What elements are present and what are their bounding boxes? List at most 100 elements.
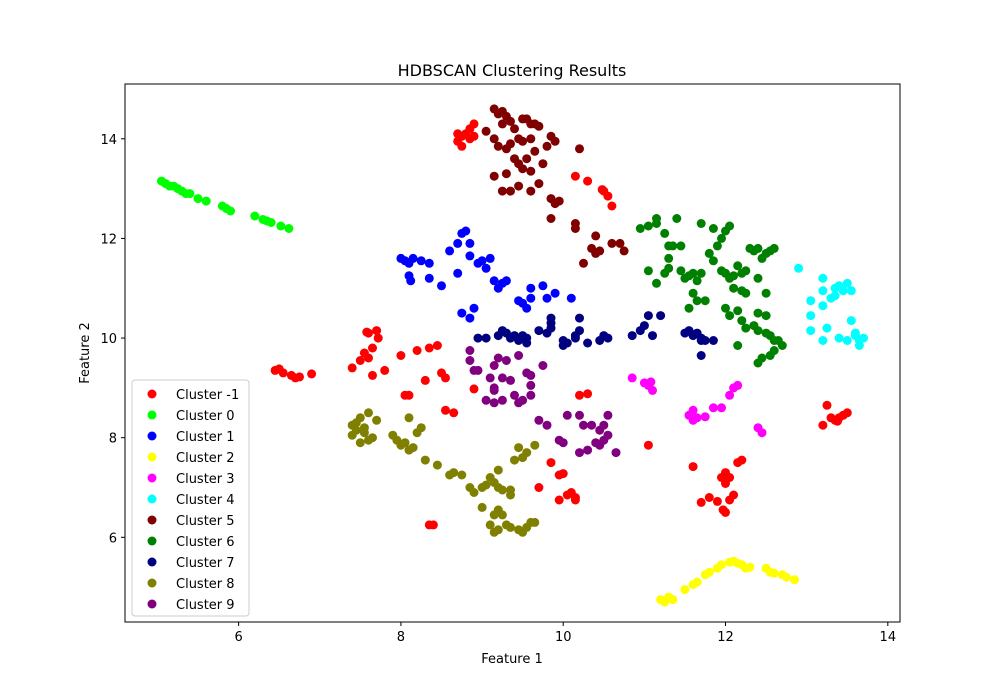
data-point [850, 328, 860, 338]
data-point [729, 271, 739, 281]
data-point [542, 141, 552, 151]
data-point [526, 293, 536, 303]
data-point [818, 273, 828, 283]
data-point [201, 196, 211, 206]
data-point [646, 377, 656, 387]
data-point [611, 448, 621, 458]
data-point [526, 283, 536, 293]
data-point [806, 311, 816, 321]
data-point [461, 226, 471, 236]
data-point [506, 139, 515, 149]
series-cluster-0 [270, 119, 852, 530]
data-point [453, 238, 463, 248]
data-point [276, 221, 286, 231]
data-point [307, 369, 317, 379]
legend-label: Cluster 4 [176, 493, 235, 508]
series-cluster-10 [465, 346, 621, 458]
data-point [603, 430, 613, 440]
data-point [603, 191, 613, 201]
data-point [777, 341, 787, 350]
data-point [725, 390, 735, 400]
series-cluster-2 [396, 226, 576, 323]
legend-item: Cluster 5 [147, 514, 235, 529]
data-point [704, 248, 714, 258]
data-point [481, 395, 491, 405]
legend-item: Cluster 6 [147, 535, 235, 550]
legend-item: Cluster 2 [147, 451, 235, 466]
data-point [506, 116, 515, 126]
data-point [380, 365, 390, 375]
data-point [526, 390, 536, 400]
data-point [546, 313, 556, 323]
data-point [514, 181, 524, 191]
data-point [696, 497, 706, 507]
data-point [481, 126, 491, 136]
data-point [530, 440, 540, 450]
data-point [652, 214, 661, 223]
x-tick-label: 12 [717, 630, 734, 645]
data-point [854, 341, 864, 350]
data-point [469, 131, 479, 141]
data-point [575, 410, 584, 420]
data-point [364, 353, 373, 363]
data-point [469, 384, 479, 394]
data-point [506, 490, 515, 500]
data-point [534, 121, 544, 131]
series-cluster-6 [481, 104, 629, 268]
data-point [846, 316, 856, 326]
data-point [368, 370, 377, 380]
data-point [676, 241, 686, 251]
data-point [542, 293, 552, 303]
data-point [741, 323, 751, 333]
x-tick-label: 10 [555, 630, 572, 645]
data-point [790, 575, 799, 585]
legend-label: Cluster 2 [176, 451, 235, 466]
data-point [660, 268, 670, 278]
data-point [733, 261, 743, 271]
data-point [769, 243, 779, 253]
data-point [717, 233, 726, 243]
data-point [579, 420, 588, 430]
data-point [368, 343, 377, 353]
data-point [457, 470, 467, 480]
data-point [822, 400, 832, 410]
data-point [830, 291, 840, 301]
data-point [347, 363, 357, 373]
data-point [534, 415, 544, 425]
data-point [485, 373, 495, 383]
legend-marker [147, 557, 157, 567]
data-point [518, 164, 528, 174]
data-point [481, 263, 491, 273]
legend-marker [147, 515, 157, 525]
data-point [704, 567, 714, 577]
data-point [432, 341, 442, 350]
y-tick-label: 8 [109, 432, 117, 447]
data-point [664, 253, 674, 263]
data-point [692, 413, 702, 423]
data-point [676, 266, 686, 276]
data-point [575, 144, 584, 154]
data-point [546, 214, 556, 223]
legend-label: Cluster 5 [176, 514, 235, 529]
x-tick-label: 6 [234, 630, 242, 645]
data-point [688, 462, 698, 472]
data-point [514, 336, 524, 345]
data-point [619, 246, 629, 256]
data-point [469, 488, 479, 497]
legend-item: Cluster 7 [147, 556, 235, 571]
legend-marker [147, 473, 157, 483]
data-point [558, 438, 568, 448]
y-axis-label: Feature 2 [78, 322, 93, 384]
data-point [497, 373, 507, 383]
legend-item: Cluster 0 [147, 409, 235, 424]
points-layer [157, 104, 868, 607]
data-point [493, 465, 503, 475]
data-point [794, 263, 804, 273]
data-point [688, 288, 698, 298]
data-point [506, 522, 515, 532]
series-cluster-9 [347, 408, 540, 537]
data-point [583, 445, 593, 455]
data-point [396, 351, 406, 360]
data-point [648, 385, 657, 395]
data-point [373, 333, 383, 343]
